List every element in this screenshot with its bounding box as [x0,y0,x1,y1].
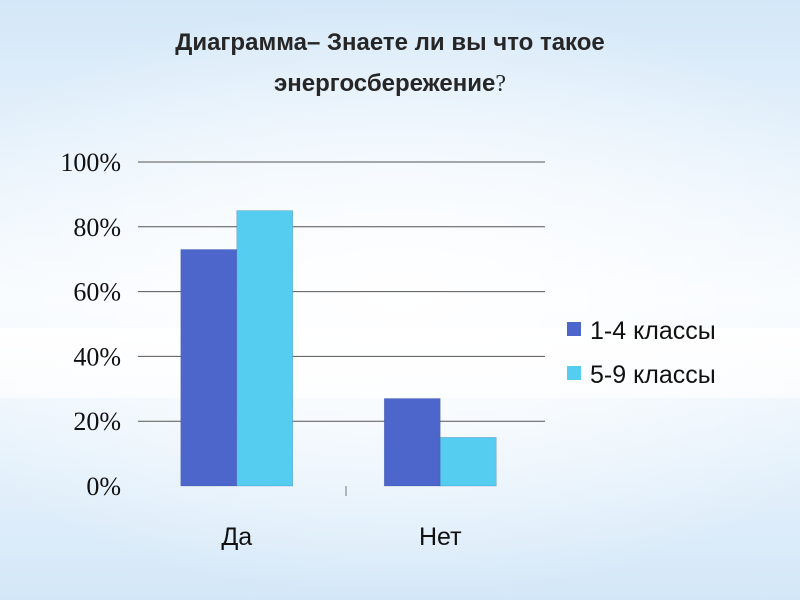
legend-label: 5-9 классы [590,361,716,389]
background-band [0,328,800,398]
legend-label: 1-4 классы [590,317,716,345]
bar-1-2 [383,398,441,487]
y-tick-label: 60% [73,278,121,307]
x-tick-label: Да [221,523,252,551]
bar-2-1 [236,210,294,487]
y-tick-label: 80% [73,213,121,242]
bar-1-1 [180,249,238,487]
chart-title-question-mark: ? [495,71,506,97]
legend-swatch [567,366,581,380]
chart-title-line2-wrap: энергосбережение? [110,63,670,105]
bar-2-2 [439,437,497,487]
legend-swatch [567,322,581,336]
y-tick-label: 0% [86,472,121,501]
y-tick-label: 100% [60,148,121,177]
y-tick-label: 20% [73,407,121,436]
chart-title-line1: Диаграмма– Знаете ли вы что такое [175,29,605,56]
y-tick-label: 40% [73,342,121,371]
chart-title-line2: энергосбережение [274,70,496,97]
x-tick-label: Нет [419,523,462,551]
chart-title: Диаграмма– Знаете ли вы что такое энерго… [110,22,670,105]
